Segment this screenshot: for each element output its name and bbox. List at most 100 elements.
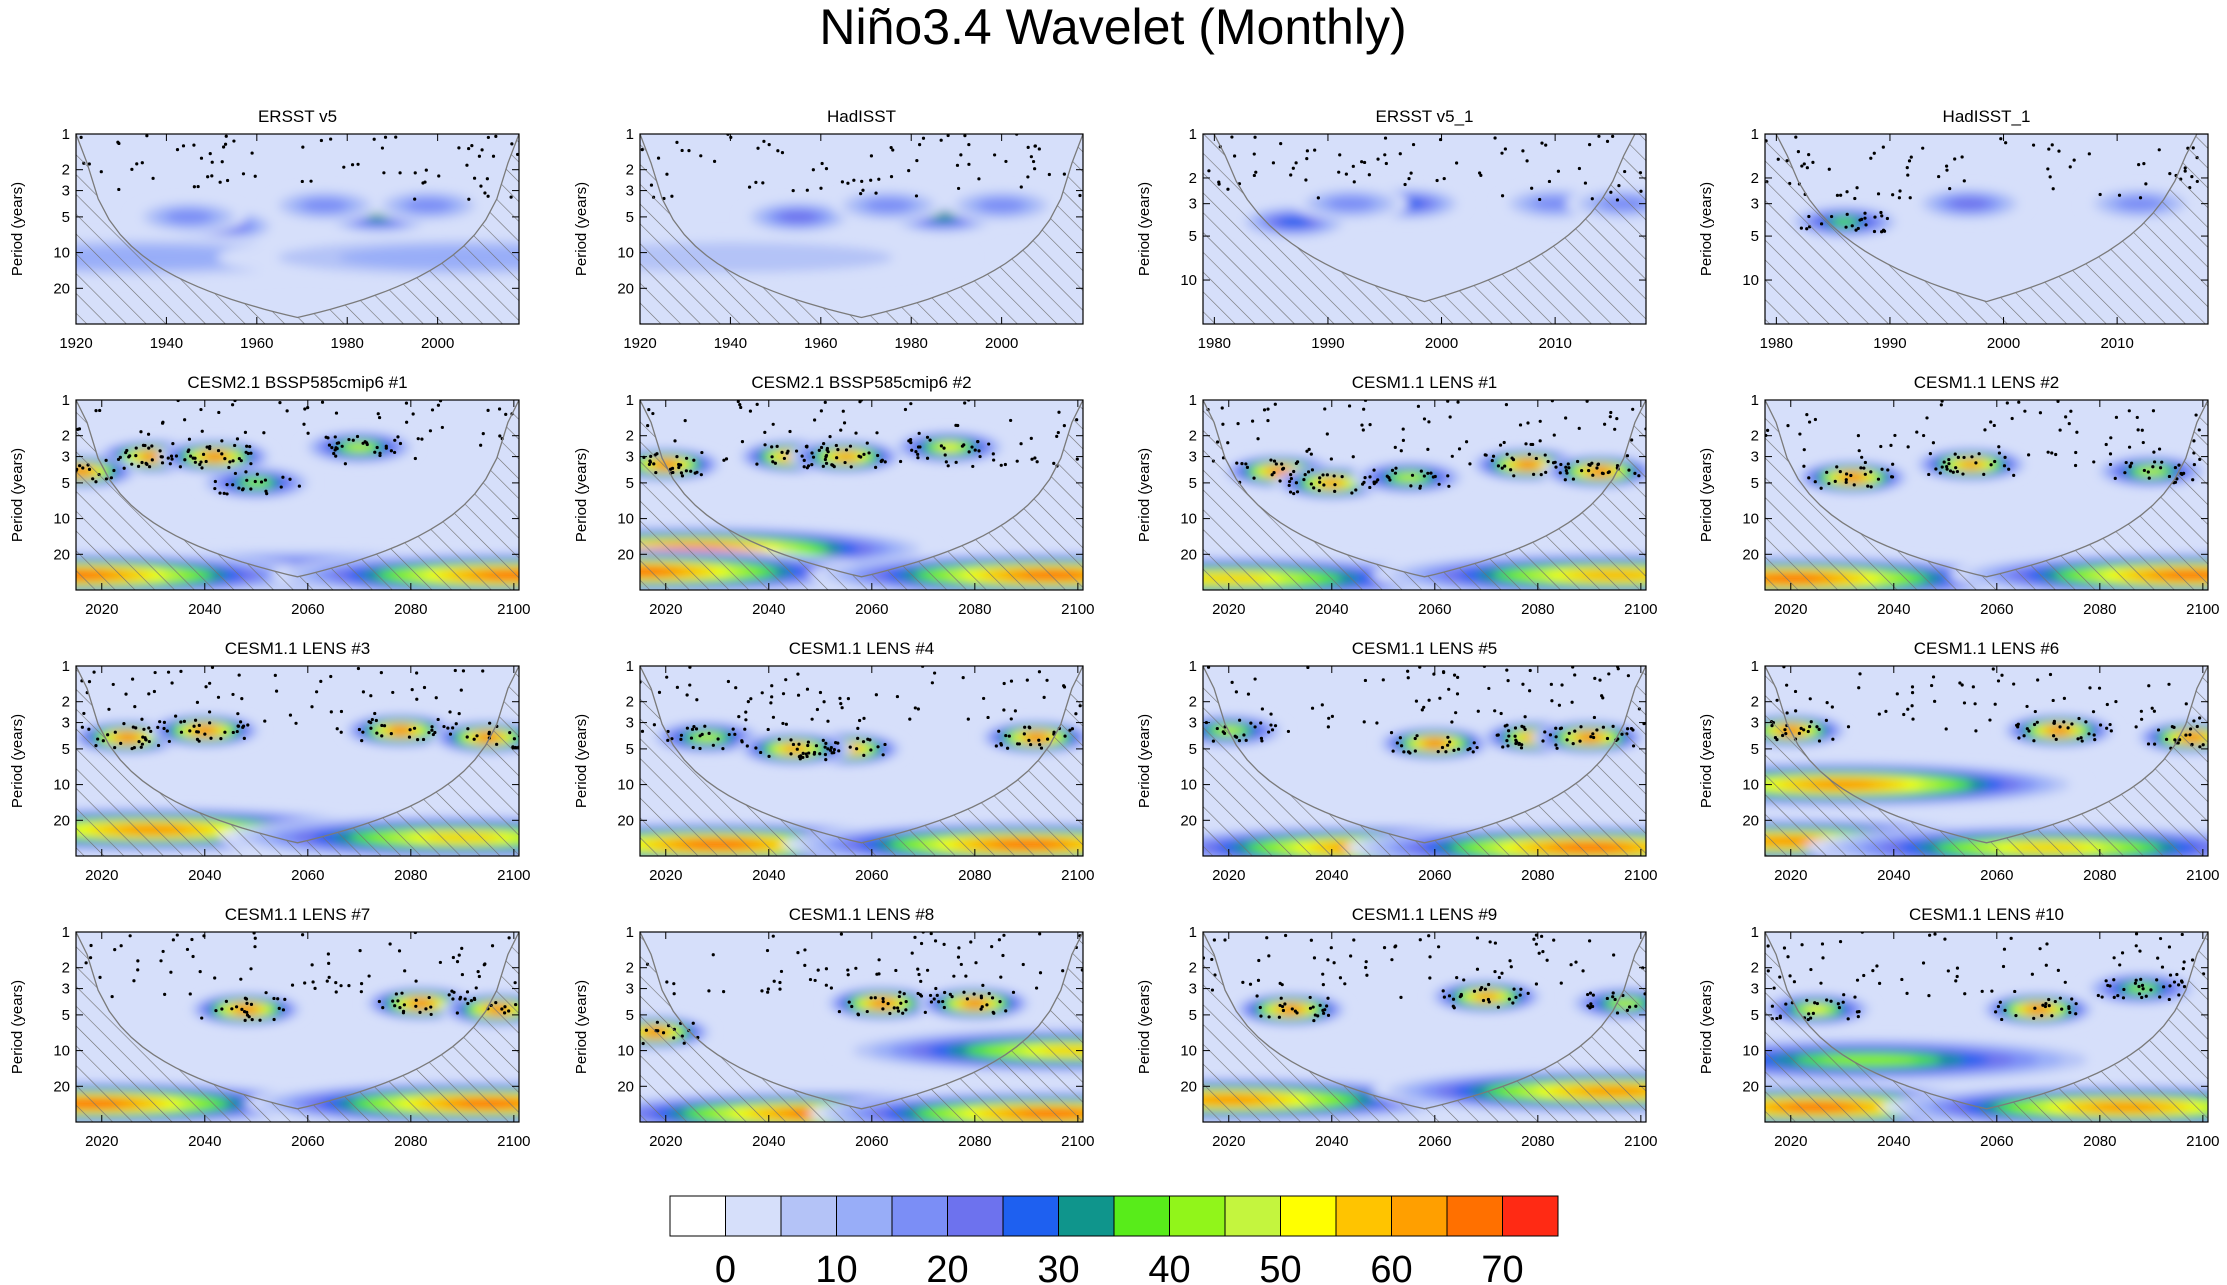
cone-of-influence-line: [76, 400, 519, 578]
x-tick-label: 2040: [1315, 867, 1348, 884]
x-tick-label: 2040: [188, 867, 221, 884]
power-contour: [1831, 218, 1858, 226]
x-tick-label: 2080: [394, 1133, 427, 1150]
x-tick-label: 1920: [623, 335, 656, 352]
plot-frame: [639, 133, 1084, 325]
x-tick-label: 2060: [855, 1133, 888, 1150]
power-contour: [1478, 994, 1494, 999]
y-tick-label: 20: [53, 546, 70, 563]
colorbar-label: 50: [1259, 1249, 1301, 1285]
x-tick-label: 2060: [1980, 1133, 2013, 1150]
x-tick-label: 2020: [649, 1133, 682, 1150]
panel-title: CESM1.1 LENS #7: [225, 905, 371, 924]
y-tick-label: 2: [626, 428, 634, 445]
y-tick-label: 2: [1751, 960, 1759, 977]
x-tick-label: 2040: [188, 601, 221, 618]
y-tick-label: 5: [1751, 475, 1759, 492]
panel-title: CESM1.1 LENS #6: [1914, 639, 2060, 658]
colorbar-label: 70: [1481, 1249, 1523, 1285]
cone-of-influence-hatch: [640, 400, 1083, 590]
cone-of-influence-line: [1203, 666, 1646, 844]
y-axis-label: Period (years): [1698, 448, 1715, 542]
y-tick-label: 2: [1189, 428, 1197, 445]
y-tick-label: 3: [1751, 715, 1759, 732]
plot-frame: [639, 665, 1084, 857]
panel-ersst-v5: ERSST v5 Period (years) 1 2 3 5 10 20 1920 1940 19…: [9, 107, 520, 352]
colorbar-swatch: [669, 1195, 726, 1237]
x-tick-label: 2020: [85, 1133, 118, 1150]
panel-title: ERSST v5_1: [1376, 107, 1474, 126]
power-contour: [1806, 1006, 1827, 1013]
y-tick-label: 1: [1751, 658, 1759, 675]
x-tick-label: 2080: [958, 867, 991, 884]
x-tick-label: 1940: [714, 335, 747, 352]
y-tick-label: 5: [1189, 741, 1197, 758]
significance-dots: [640, 932, 1083, 1046]
power-contour: [865, 198, 912, 213]
y-tick-label: 5: [1189, 475, 1197, 492]
y-tick-label: 10: [1742, 777, 1759, 794]
x-tick-label: 2100: [1624, 601, 1657, 618]
x-tick-label: 1980: [331, 335, 364, 352]
cone-of-influence-hatch: [640, 932, 1083, 1122]
y-tick-label: 2: [1189, 960, 1197, 977]
power-contour: [978, 198, 1025, 213]
y-tick-label: 20: [1742, 1078, 1759, 1095]
cone-of-influence-hatch: [76, 666, 519, 856]
x-tick-label: 2020: [1212, 1133, 1245, 1150]
x-tick-label: 2010: [2100, 335, 2133, 352]
x-tick-label: 2000: [1425, 335, 1458, 352]
power-contour: [301, 198, 348, 213]
y-tick-label: 10: [1180, 511, 1197, 528]
y-tick-label: 1: [626, 126, 634, 143]
x-tick-label: 2060: [291, 867, 324, 884]
x-tick-label: 2040: [188, 1133, 221, 1150]
y-tick-label: 2: [1189, 694, 1197, 711]
y-tick-label: 3: [1189, 196, 1197, 213]
y-tick-label: 20: [1180, 812, 1197, 829]
y-tick-label: 5: [1751, 228, 1759, 245]
y-tick-label: 3: [626, 981, 634, 998]
y-tick-label: 5: [1751, 1007, 1759, 1024]
significance-dots: [76, 400, 514, 496]
x-tick-label: 2100: [1624, 1133, 1657, 1150]
power-contour: [1532, 196, 1579, 211]
x-tick-label: 1990: [1873, 335, 1906, 352]
panel-cesm2-1-bssp585cmip6-2: CESM2.1 BSSP585cmip6 #2 Period (years) 1 2 3…: [573, 373, 1095, 618]
x-tick-label: 2100: [1624, 867, 1657, 884]
colorbar-swatch: [1502, 1195, 1559, 1237]
y-tick-label: 1: [626, 658, 634, 675]
panel-title: CESM1.1 LENS #8: [789, 905, 935, 924]
y-tick-label: 1: [626, 924, 634, 941]
panel-cesm2-1-bssp585cmip6-1: CESM2.1 BSSP585cmip6 #1 Period (years) 1 2 3…: [9, 373, 531, 618]
cone-of-influence-hatch: [76, 932, 519, 1122]
colorbar-swatch: [1169, 1195, 1226, 1237]
y-tick-label: 10: [53, 1043, 70, 1060]
x-tick-label: 2060: [291, 601, 324, 618]
panel-ersst-v5-1: ERSST v5_1 Period (years) 1 2 3 5 10 1980 1990 20…: [1136, 107, 1647, 352]
panel-title: ERSST v5: [258, 107, 337, 126]
y-axis-label: Period (years): [1698, 714, 1715, 808]
x-tick-label: 2100: [2186, 1133, 2219, 1150]
y-tick-label: 10: [1180, 272, 1197, 289]
y-tick-label: 3: [62, 715, 70, 732]
cone-of-influence-hatch: [1203, 666, 1646, 856]
power-contour: [1520, 462, 1535, 467]
y-tick-label: 20: [617, 280, 634, 297]
x-tick-label: 2080: [394, 867, 427, 884]
panel-title: HadISST: [827, 107, 896, 126]
panel-hadisst: HadISST Period (years) 1 2 3 5 10 20 1920 1940 196…: [573, 107, 1084, 352]
panel-title: CESM1.1 LENS #9: [1352, 905, 1498, 924]
colorbar-swatch: [1113, 1195, 1170, 1237]
y-tick-label: 3: [1751, 981, 1759, 998]
y-tick-label: 10: [1742, 511, 1759, 528]
y-tick-label: 5: [62, 209, 70, 226]
y-tick-label: 2: [1751, 170, 1759, 187]
x-tick-label: 2100: [1061, 601, 1094, 618]
colorbar-swatch: [1391, 1195, 1448, 1237]
y-tick-label: 2: [1189, 170, 1197, 187]
x-tick-label: 2080: [1521, 867, 1554, 884]
x-tick-label: 2040: [1877, 867, 1910, 884]
